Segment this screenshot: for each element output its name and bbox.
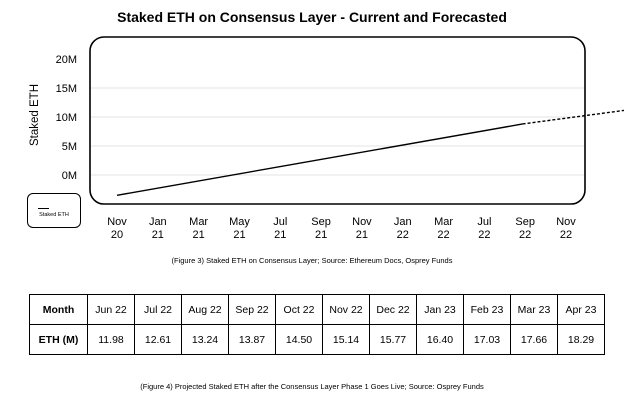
table-month-cell: Dec 22 bbox=[369, 294, 417, 325]
x-tick-label: Mar 22 bbox=[434, 216, 453, 241]
forecast-line bbox=[522, 109, 624, 125]
table-month-cell: Nov 22 bbox=[322, 294, 370, 325]
table-value-cell: 13.24 bbox=[181, 324, 229, 355]
x-tick-label: Jul 21 bbox=[273, 216, 287, 241]
table-value-cell: 14.50 bbox=[275, 324, 323, 355]
table-month-cell: Aug 22 bbox=[181, 294, 229, 325]
legend: Staked ETH bbox=[27, 193, 81, 228]
table-header-row: Month Jun 22 Jul 22 Aug 22 Sep 22 Oct 22 Nov … bbox=[29, 294, 605, 325]
legend-swatch bbox=[38, 208, 49, 209]
table-value-cell: 17.03 bbox=[463, 324, 511, 355]
series-lines bbox=[116, 109, 624, 196]
table-header-label: Month bbox=[29, 294, 88, 325]
legend-label: Staked ETH bbox=[39, 212, 69, 218]
x-tick-label: Nov 20 bbox=[107, 216, 127, 241]
x-tick-label: Jan 22 bbox=[394, 216, 412, 241]
x-tick-label: Jul 22 bbox=[477, 216, 491, 241]
x-tick-label: Sep 22 bbox=[515, 216, 535, 241]
table-month-cell: Jan 23 bbox=[416, 294, 464, 325]
table-value-cell: 16.40 bbox=[416, 324, 464, 355]
table-value-cell: 11.98 bbox=[87, 324, 135, 355]
table-month-cell: Jul 22 bbox=[134, 294, 182, 325]
chart-svg: 20M 15M 10M 5M 0M Nov 20 Jan 21 Mar 21 May 21 Jul 21 S… bbox=[56, 36, 624, 241]
table-month-cell: Apr 23 bbox=[557, 294, 605, 325]
gridlines bbox=[91, 87, 584, 176]
x-tick-label: Jan 21 bbox=[149, 216, 167, 241]
y-tick-label: 0M bbox=[62, 170, 77, 182]
plot-frame bbox=[89, 36, 586, 205]
y-tick-label: 20M bbox=[56, 54, 77, 66]
figure-4-caption: (Figure 4) Projected Staked ETH after th… bbox=[140, 382, 484, 391]
x-tick-label: Mar 21 bbox=[189, 216, 208, 241]
table-row-label: ETH (M) bbox=[29, 324, 88, 355]
x-tick-label: Nov 22 bbox=[556, 216, 576, 241]
table-value-cell: 15.77 bbox=[369, 324, 417, 355]
figure-3-caption: (Figure 3) Staked ETH on Consensus Layer… bbox=[171, 256, 453, 265]
chart-title: Staked ETH on Consensus Layer - Current … bbox=[117, 9, 507, 25]
table-value-row: ETH (M) 11.98 12.61 13.24 13.87 14.50 15.14 15… bbox=[29, 324, 605, 355]
y-tick-label: 10M bbox=[56, 112, 77, 124]
x-tick-labels: Nov 20 Jan 21 Mar 21 May 21 Jul 21 Sep 21 Nov 21 Jan 22… bbox=[107, 216, 576, 241]
x-tick-label: Nov 21 bbox=[352, 216, 372, 241]
y-tick-labels: 20M 15M 10M 5M 0M bbox=[56, 54, 77, 182]
forecast-table: Month Jun 22 Jul 22 Aug 22 Sep 22 Oct 22 Nov … bbox=[29, 294, 605, 355]
table-value-cell: 15.14 bbox=[322, 324, 370, 355]
x-tick-label: May 21 bbox=[229, 216, 250, 241]
table-month-cell: Oct 22 bbox=[275, 294, 323, 325]
table-value-cell: 12.61 bbox=[134, 324, 182, 355]
table-value-cell: 17.66 bbox=[510, 324, 558, 355]
table-month-cell: Sep 22 bbox=[228, 294, 276, 325]
table-month-cell: Jun 22 bbox=[87, 294, 135, 325]
table-value-cell: 13.87 bbox=[228, 324, 276, 355]
table-month-cell: Mar 23 bbox=[510, 294, 558, 325]
y-tick-label: 5M bbox=[62, 141, 77, 153]
table-value-cell: 18.29 bbox=[557, 324, 605, 355]
table-month-cell: Feb 23 bbox=[463, 294, 511, 325]
x-tick-label: Sep 21 bbox=[311, 216, 331, 241]
staked-eth-line bbox=[116, 123, 523, 196]
y-tick-label: 15M bbox=[56, 83, 77, 95]
